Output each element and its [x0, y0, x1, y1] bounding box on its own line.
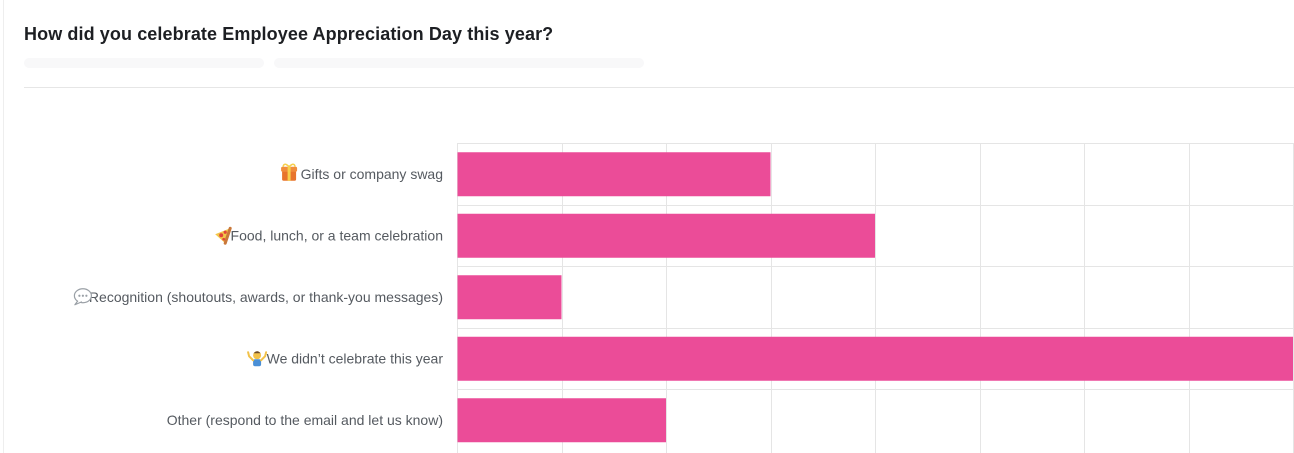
card-left-border	[3, 0, 4, 453]
bar-4	[457, 398, 666, 443]
header-divider	[24, 87, 1294, 88]
person-shrugging-icon	[247, 351, 268, 367]
gift-icon	[281, 163, 298, 181]
speech-bubble-icon	[73, 288, 93, 306]
category-label: Other (respond to the email and let us k…	[167, 412, 443, 428]
category-label: Food, lunch, or a team celebration	[231, 227, 443, 243]
faded-subtitle	[24, 58, 644, 70]
bars	[457, 152, 1293, 443]
pizza-icon	[215, 226, 232, 245]
bar-3	[457, 336, 1293, 381]
bar-2	[457, 275, 562, 320]
category-labels: Gifts or company swag Food, lunch, or a t…	[73, 163, 444, 428]
chart-title: How did you celebrate Employee Appreciat…	[24, 24, 554, 44]
category-label: Gifts or company swag	[301, 166, 443, 182]
bar-0	[457, 152, 771, 197]
bar-1	[457, 213, 875, 258]
category-label: Recognition (shoutouts, awards, or thank…	[89, 289, 443, 305]
category-label: We didn’t celebrate this year	[267, 350, 444, 366]
